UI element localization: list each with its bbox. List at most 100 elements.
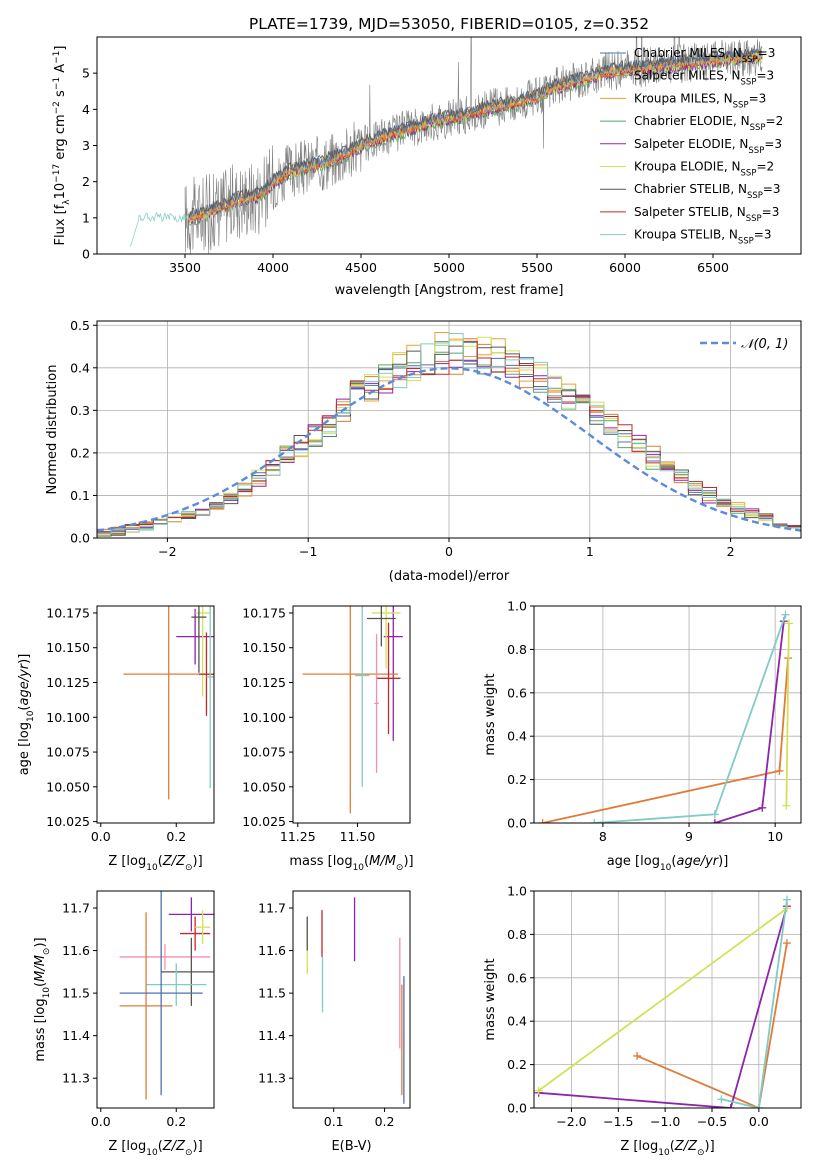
- label-part: 10: [353, 863, 365, 873]
- label-part: A: [53, 64, 68, 77]
- spectrum-panel: 3500 4000 4500 5000 5500 6000 6500 0 1 2 3 4 5 wavele…: [52, 36, 802, 298]
- normal-distribution-curve: [97, 367, 801, 532]
- legend-sub: SSP: [741, 78, 757, 88]
- label-part: (: [670, 1139, 675, 1154]
- legend-entry: Salpeter MILES, NSSP=3: [634, 69, 774, 88]
- x-axis-label: (data-model)/error: [389, 569, 510, 584]
- label-part: )]: [193, 1139, 203, 1154]
- x-tick-label: 10: [767, 829, 783, 844]
- axes-frame: [96, 890, 215, 1109]
- y-axis-label: mass weight: [483, 673, 498, 755]
- y-tick-label: 10.150: [242, 640, 286, 655]
- legend-text: Chabrier STELIB, N: [634, 182, 747, 196]
- x-tick-label: 5500: [521, 260, 553, 275]
- legend-sub: SSP: [742, 55, 758, 65]
- label-part: M/M: [33, 955, 48, 982]
- label-part: 10: [658, 1148, 670, 1158]
- y-tick-label: 10.100: [46, 710, 90, 725]
- label-part: ]: [53, 46, 68, 51]
- spectrum-plot-area: [130, 37, 763, 254]
- label-part: ⊙: [396, 863, 404, 873]
- legend-sub: SSP: [747, 191, 763, 201]
- label-part: 10: [146, 1148, 158, 1158]
- label-part: )]: [17, 654, 32, 664]
- y-tick-label: 10.175: [242, 605, 286, 620]
- y-tick-label: 0.4: [507, 729, 527, 744]
- legend-entry: Salpeter ELODIE, NSSP=3: [634, 137, 782, 156]
- y-axis-label: mass weight: [483, 958, 498, 1040]
- y-tick-label: 11.4: [258, 1028, 286, 1043]
- legend-sub: SSP: [741, 169, 757, 179]
- model-spectrum-line: [188, 50, 763, 221]
- label-part: ⊙: [185, 863, 193, 873]
- mass-weight-line: [714, 621, 785, 823]
- residual-histogram: [97, 333, 801, 535]
- label-part: (: [158, 1139, 163, 1154]
- legend-text: Chabrier MILES, N: [634, 46, 742, 60]
- label-part: age/yr: [17, 662, 32, 705]
- y-tick-label: 10.050: [242, 779, 286, 794]
- y-axis-label: age [log10(age/yr)]: [17, 654, 36, 776]
- y-axis-label: Normed distribution: [45, 365, 60, 495]
- y-tick-label: 11.5: [258, 986, 286, 1001]
- y-tick-label: 0.1: [70, 488, 90, 503]
- axes-frame: [96, 605, 215, 824]
- y-tick-label: 0.6: [507, 685, 527, 700]
- axes-frame: [292, 605, 411, 824]
- legend-text: Salpeter ELODIE, N: [634, 137, 748, 151]
- legend-sub: SSP: [746, 214, 762, 224]
- y-tick-label: 10.100: [242, 710, 286, 725]
- label-part: s: [53, 90, 68, 101]
- y-tick-label: 11.3: [62, 1071, 90, 1086]
- mass-weight-line: [721, 899, 788, 1108]
- label-part: )]: [403, 854, 413, 869]
- legend-suffix: =3: [764, 137, 782, 151]
- x-tick-label: 0.0: [91, 829, 111, 844]
- x-axis-label: mass [log10(M/M⊙)]: [289, 854, 413, 873]
- label-part: λ: [62, 199, 72, 205]
- x-tick-label: 0.2: [375, 1114, 395, 1129]
- y-tick-label: 0.0: [507, 816, 527, 831]
- x-tick-label: 4500: [345, 260, 377, 275]
- y-tick-label: 0.8: [507, 642, 527, 657]
- y-tick-label: 0.6: [507, 970, 527, 985]
- mass-vs-Z-plot-area: [119, 891, 214, 1100]
- mass-weight-line: [785, 623, 790, 806]
- legend-suffix: =3: [754, 228, 772, 242]
- y-tick-label: 10.175: [46, 605, 90, 620]
- label-part: )]: [193, 854, 203, 869]
- mass-weight-vs-age-plot-area: [534, 606, 801, 823]
- legend-suffix: =2: [766, 114, 784, 128]
- y-tick-label: 11.7: [62, 901, 90, 916]
- mass-weight-line: [636, 942, 788, 1108]
- axes-frame: [533, 890, 802, 1109]
- mass-weight-vs-Z-panel: −2.0 −1.5 −1.0 −0.5 0.0 0.0 0.2 0.4 0.6 0.8 1.0 Z […: [483, 884, 802, 1158]
- x-tick-label: −2: [158, 544, 176, 559]
- legend-suffix: =3: [763, 182, 781, 196]
- y-tick-label: 11.3: [258, 1071, 286, 1086]
- x-tick-label: 0.1: [324, 1114, 344, 1129]
- y-tick-label: 1: [82, 210, 90, 225]
- label-part: E(B-V): [331, 1139, 371, 1154]
- legend-entry: Chabrier ELODIE, NSSP=2: [634, 114, 783, 133]
- residual-histogram: [97, 340, 801, 533]
- x-tick-label: −1: [299, 544, 317, 559]
- label-part: )]: [705, 1139, 715, 1154]
- label-part: Z/Z: [162, 1139, 186, 1154]
- x-tick-label: −2.0: [556, 1114, 586, 1129]
- label-part: (: [158, 854, 163, 869]
- label-part: Z/Z: [162, 854, 186, 869]
- x-tick-label: −1.5: [603, 1114, 633, 1129]
- legend-entry: Chabrier STELIB, NSSP=3: [634, 182, 781, 201]
- y-tick-label: 0.0: [70, 531, 90, 546]
- x-tick-label: 0.2: [166, 829, 186, 844]
- legend-suffix: =3: [749, 91, 767, 105]
- y-tick-label: 3: [82, 138, 90, 153]
- mass-weight-line: [594, 614, 787, 823]
- figure-title: PLATE=1739, MJD=53050, FIBERID=0105, z=0…: [249, 15, 649, 33]
- x-tick-label: 6500: [697, 260, 729, 275]
- residuals-plot-area: [97, 321, 801, 538]
- y-tick-label: 10.025: [46, 814, 90, 829]
- mass-vs-EBV-panel: 0.1 0.2 11.3 11.4 11.5 11.6 11.7 E(B-V): [258, 890, 411, 1154]
